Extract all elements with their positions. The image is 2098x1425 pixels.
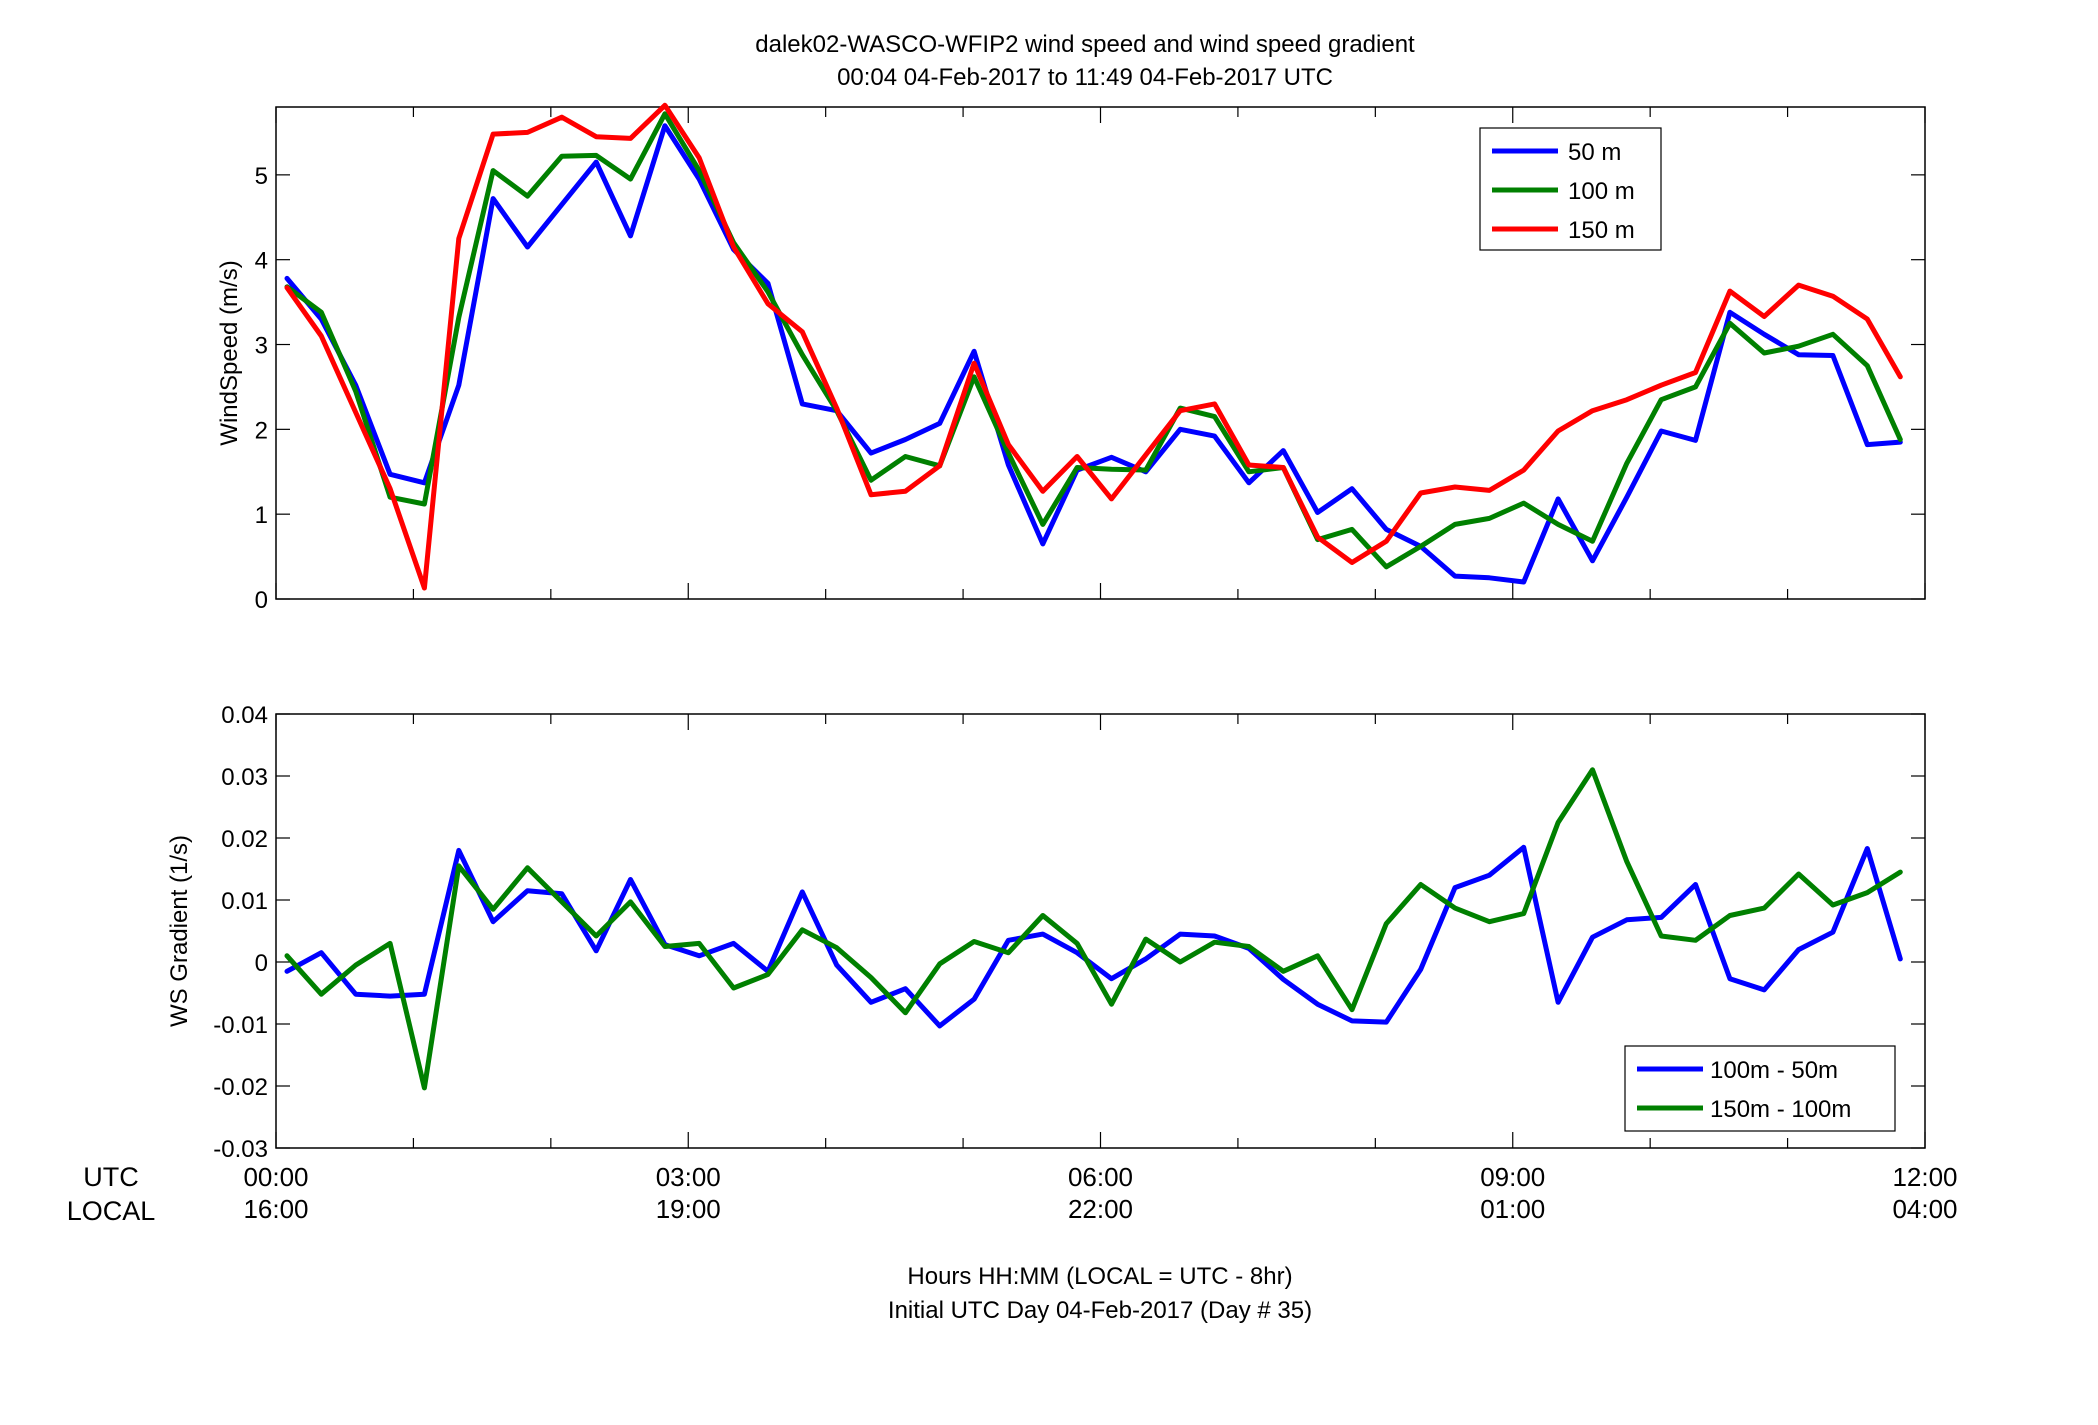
x-axis-label-line1: Hours HH:MM (LOCAL = UTC - 8hr) (907, 1263, 1292, 1290)
local-row-label: LOCAL (67, 1196, 156, 1226)
utc-tick-labels: 00:00 03:00 06:00 09:00 12:00 (243, 1162, 1957, 1192)
windspeed-y-tick-label: 4 (255, 248, 268, 275)
windspeed-series-lines (284, 102, 1903, 591)
utc-tick-label: 09:00 (1480, 1162, 1545, 1192)
windspeed-series-line-150-m (284, 102, 1903, 591)
x-axis-label-line2: Initial UTC Day 04-Feb-2017 (Day # 35) (888, 1297, 1312, 1324)
windspeed-x-ticks (275, 107, 1926, 599)
gradient-y-tick-label: 0.03 (221, 764, 268, 791)
chart-title-line2: 00:04 04-Feb-2017 to 11:49 04-Feb-2017 U… (837, 64, 1333, 91)
gradient-y-tick-label: 0.02 (221, 826, 268, 853)
gradient-series-line-150m-100m (284, 767, 1903, 1091)
gradient-y-tick-label: -0.02 (213, 1074, 268, 1101)
windspeed-y-axis-label: WindSpeed (m/s) (216, 260, 243, 445)
utc-tick-label: 12:00 (1892, 1162, 1957, 1192)
gradient-x-ticks (275, 714, 1926, 1148)
windspeed-y-tick-label: 1 (255, 502, 268, 529)
legend-label-100m: 100 m (1568, 178, 1635, 205)
legend-label-150m: 150 m (1568, 217, 1635, 244)
gradient-y-tick-label: 0.01 (221, 888, 268, 915)
windspeed-y-tick-label: 5 (255, 163, 268, 190)
local-tick-label: 16:00 (243, 1194, 308, 1224)
legend-label-50m: 50 m (1568, 139, 1621, 166)
local-tick-label: 04:00 (1892, 1194, 1957, 1224)
windspeed-panel: 0 1 2 3 4 5 WindSpeed (m/s) 50 m 100 m 150 m (216, 102, 1926, 614)
gradient-y-tick-label: -0.03 (213, 1136, 268, 1163)
gradient-y-tick-label: 0.04 (221, 702, 268, 729)
utc-tick-label: 03:00 (656, 1162, 721, 1192)
legend-label-100m-50m: 100m - 50m (1710, 1057, 1838, 1084)
windspeed-y-tick-label: 0 (255, 587, 268, 614)
windspeed-legend: 50 m 100 m 150 m (1479, 127, 1662, 251)
windspeed-series-line-50-m (284, 123, 1903, 585)
chart-title-line1: dalek02-WASCO-WFIP2 wind speed and wind … (755, 31, 1415, 58)
utc-tick-label: 00:00 (243, 1162, 308, 1192)
gradient-series-lines (284, 767, 1903, 1091)
windspeed-y-tick-label: 3 (255, 333, 268, 360)
gradient-y-tick-label: 0 (255, 950, 268, 977)
gradient-panel: -0.03 -0.02 -0.01 0 0.01 0.02 0.03 0.04 WS Grad… (166, 702, 1926, 1163)
windspeed-y-tick-label: 2 (255, 417, 268, 444)
gradient-legend: 100m - 50m 150m - 100m (1624, 1045, 1896, 1132)
local-tick-label: 19:00 (656, 1194, 721, 1224)
gradient-y-tick-label: -0.01 (213, 1012, 268, 1039)
local-tick-label: 01:00 (1480, 1194, 1545, 1224)
local-tick-labels: 16:00 19:00 22:00 01:00 04:00 (243, 1194, 1957, 1224)
windspeed-series-line-100-m (284, 111, 1903, 570)
utc-tick-label: 06:00 (1068, 1162, 1133, 1192)
windspeed-plot-area (275, 106, 1926, 600)
utc-row-label: UTC (83, 1162, 139, 1192)
gradient-legend-box (1624, 1045, 1896, 1132)
gradient-y-axis-label: WS Gradient (1/s) (166, 835, 193, 1027)
legend-label-150m-100m: 150m - 100m (1710, 1096, 1851, 1123)
windspeed-y-ticks: 0 1 2 3 4 5 (255, 163, 1925, 614)
gradient-y-ticks: -0.03 -0.02 -0.01 0 0.01 0.02 0.03 0.04 (213, 702, 1925, 1163)
local-tick-label: 22:00 (1068, 1194, 1133, 1224)
